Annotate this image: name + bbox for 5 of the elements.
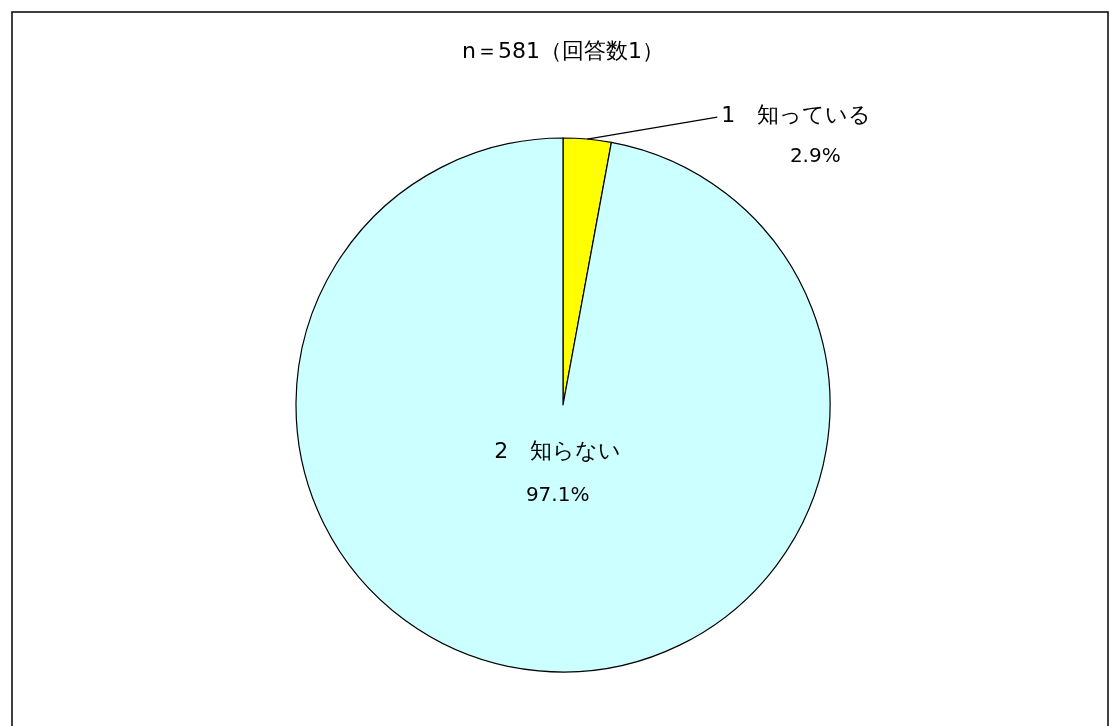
data-label: 97.1% <box>525 482 590 507</box>
slice-label: 1 知っている <box>721 102 872 128</box>
slice-label: 2 知らない <box>494 438 622 464</box>
chart-title: n＝581（回答数1） <box>462 38 664 63</box>
data-label: 2.9% <box>789 143 841 168</box>
